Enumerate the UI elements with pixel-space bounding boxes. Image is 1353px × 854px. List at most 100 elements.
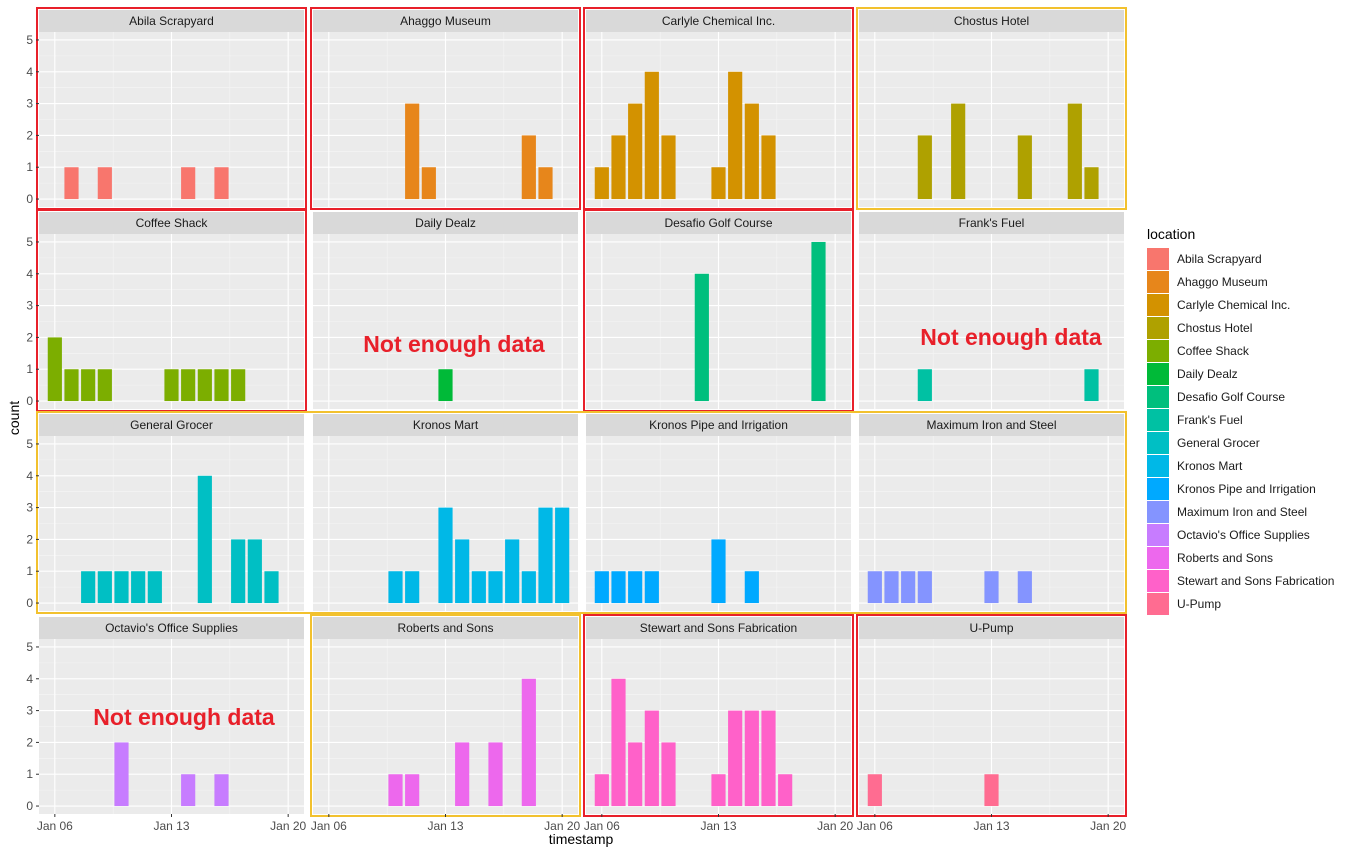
bar — [388, 571, 403, 604]
bar — [555, 507, 570, 604]
axes: timestamp count 0 1 2 3 4 5 0 1 2 3 4 5 0 1 2 3 4 5 0 1 2 3 4 5… — [6, 33, 1127, 847]
bar — [644, 571, 659, 604]
bar — [778, 774, 793, 807]
facet-strip — [586, 414, 851, 436]
bar — [81, 571, 96, 604]
note-annotations: Not enough data Not enough data Not enough… — [93, 324, 1102, 730]
y-tick-label: 4 — [26, 65, 33, 79]
bar — [405, 103, 420, 200]
bar — [264, 571, 279, 604]
bar — [711, 774, 726, 807]
bar — [984, 774, 999, 807]
bar — [694, 273, 709, 402]
bar — [811, 241, 826, 402]
facet-title: Ahaggo Museum — [400, 14, 491, 28]
x-tick-label: Jan 13 — [700, 819, 736, 833]
bar — [867, 774, 882, 807]
facet-panel: U-Pump — [859, 617, 1124, 814]
legend-label: Chostus Hotel — [1177, 321, 1252, 335]
bar — [661, 742, 676, 807]
legend: location Abila Scrapyard Ahaggo Museum Car… — [1147, 226, 1334, 615]
facet-title: Daily Dealz — [415, 216, 476, 230]
facet-panel: Frank's Fuel — [859, 212, 1124, 409]
legend-label: Kronos Mart — [1177, 459, 1243, 473]
bar — [388, 774, 403, 807]
legend-label: Daily Dealz — [1177, 367, 1238, 381]
legend-label: Frank's Fuel — [1177, 413, 1243, 427]
legend-label: General Grocer — [1177, 436, 1260, 450]
bar — [231, 539, 246, 604]
x-tick-label: Jan 20 — [544, 819, 580, 833]
bar — [611, 678, 626, 807]
y-tick-label: 0 — [26, 596, 33, 610]
bar — [884, 571, 899, 604]
facet-title: Frank's Fuel — [959, 216, 1025, 230]
bar — [147, 571, 162, 604]
facet-strip — [39, 212, 304, 234]
bar — [64, 167, 79, 200]
legend-entry: General Grocer — [1147, 432, 1260, 454]
highlight-boxes — [36, 7, 1127, 817]
bar — [421, 167, 436, 200]
bar — [984, 571, 999, 604]
bar — [181, 167, 196, 200]
bar — [644, 71, 659, 200]
facet-title: Abila Scrapyard — [129, 14, 214, 28]
bar — [47, 337, 62, 402]
bar — [744, 571, 759, 604]
bar — [505, 539, 520, 604]
x-tick-label: Jan 06 — [857, 819, 893, 833]
y-axis-title: count — [6, 401, 22, 435]
facet-strip — [313, 212, 578, 234]
facet-strip — [39, 414, 304, 436]
y-tick-label: 3 — [26, 704, 33, 718]
y-tick-label: 2 — [26, 128, 33, 142]
legend-swatch — [1147, 248, 1169, 270]
bar — [594, 774, 609, 807]
legend-label: Roberts and Sons — [1177, 551, 1273, 565]
legend-swatch — [1147, 363, 1169, 385]
facet-panel: Maximum Iron and Steel — [859, 414, 1124, 611]
facet-strip — [586, 10, 851, 32]
bar — [761, 135, 776, 200]
legend-swatch — [1147, 478, 1169, 500]
bar — [611, 135, 626, 200]
legend-swatch — [1147, 593, 1169, 615]
legend-entry: Kronos Pipe and Irrigation — [1147, 478, 1316, 500]
legend-entry: Ahaggo Museum — [1147, 271, 1268, 293]
facet-strip — [313, 10, 578, 32]
x-tick-label: Jan 20 — [817, 819, 853, 833]
facet-title: Carlyle Chemical Inc. — [662, 14, 775, 28]
legend-title: location — [1147, 226, 1195, 242]
facet-panel: Abila Scrapyard — [39, 10, 304, 207]
legend-label: U-Pump — [1177, 597, 1221, 611]
facet-panel: General Grocer — [39, 414, 304, 611]
bar — [917, 135, 932, 200]
bar — [131, 571, 146, 604]
legend-entry: Coffee Shack — [1147, 340, 1250, 362]
bar — [951, 103, 966, 200]
bar — [164, 369, 179, 402]
legend-entry: Roberts and Sons — [1147, 547, 1273, 569]
facet-panel: Daily Dealz — [313, 212, 578, 409]
bar — [64, 369, 79, 402]
legend-label: Ahaggo Museum — [1177, 275, 1268, 289]
facet-panel: Ahaggo Museum — [313, 10, 578, 207]
bar — [214, 774, 229, 807]
bar — [761, 710, 776, 807]
bar — [81, 369, 96, 402]
y-tick-label: 0 — [26, 799, 33, 813]
bar — [97, 369, 112, 402]
bar — [711, 539, 726, 604]
bar — [197, 369, 212, 402]
legend-label: Desafio Golf Course — [1177, 390, 1285, 404]
legend-entry: Octavio's Office Supplies — [1147, 524, 1310, 546]
facet-title: Octavio's Office Supplies — [105, 621, 238, 635]
legend-label: Kronos Pipe and Irrigation — [1177, 482, 1316, 496]
highlight-box — [856, 7, 1127, 210]
legend-label: Coffee Shack — [1177, 344, 1250, 358]
facet-title: Roberts and Sons — [397, 621, 493, 635]
facet-panel: Roberts and Sons — [313, 617, 578, 814]
y-tick-label: 1 — [26, 767, 33, 781]
bar — [594, 167, 609, 200]
